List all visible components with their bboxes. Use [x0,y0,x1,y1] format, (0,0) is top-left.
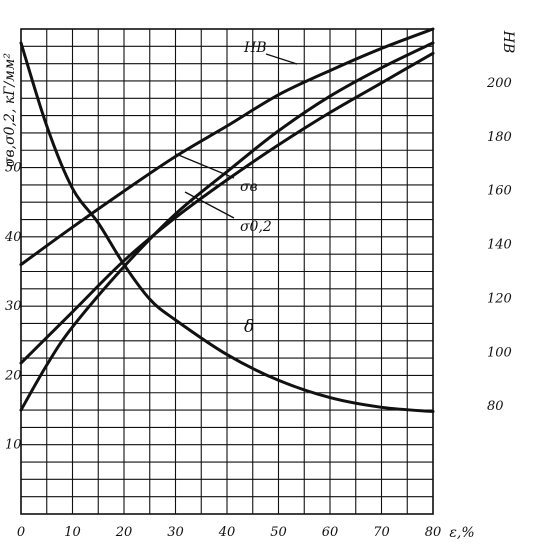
plot-frame [20,28,434,515]
grid [20,28,434,515]
y-right-tick-label: 80 [487,399,504,414]
x-axis-label: ε,% [449,525,474,541]
series-line-delta [19,41,435,413]
y-right-tick-label: 120 [487,291,512,306]
x-tick-label: 80 [425,525,442,540]
y-left-tick-label: 40 [4,230,22,245]
series-lines [19,27,435,413]
series-label-delta: δ [244,317,254,337]
y-left-tick-label: 30 [5,299,22,314]
x-tick-label: 50 [270,525,287,540]
series-label-sigma-b: σв [240,179,258,195]
x-tick-label: 60 [322,525,339,540]
x-tick-label: 30 [167,525,184,540]
y-left-tick-label: 50 [5,161,22,176]
leader-hb [265,53,298,65]
x-tick-label: 20 [115,525,133,540]
y-right-tick-label: 140 [487,238,512,253]
y-right-axis-ticks: 80 100 120 140 160 180 200 [486,76,512,414]
y-left-tick-label: 20 [4,368,22,383]
x-tick-label: 70 [373,525,390,540]
x-tick-label: 10 [64,525,81,540]
series-label-sigma-02: σ0,2 [240,219,272,235]
y-right-tick-label: 100 [487,345,512,360]
y-right-tick-label: 180 [487,130,512,145]
series-line-hb [19,51,435,365]
x-tick-label: 0 [17,525,25,540]
y-left-tick-label: 10 [5,438,22,453]
leader-sigma-02 [184,191,235,219]
y-right-axis-label: HB [500,30,516,54]
y-left-axis-label: σв,σ0,2, кГ/мм² [2,53,18,167]
y-left-axis-ticks: 10 20 30 40 50 [4,161,22,453]
x-tick-label: 40 [218,525,236,540]
series-line-sigma-02 [19,41,435,412]
leader-sigma-b [175,153,235,179]
series-line-sigma-b [19,27,435,267]
y-right-tick-label: 160 [487,184,512,199]
series-label-hb: HB [243,40,267,56]
x-axis-ticks: 0 10 20 30 40 50 60 70 80 [17,525,441,540]
y-right-tick-label: 200 [486,76,512,91]
